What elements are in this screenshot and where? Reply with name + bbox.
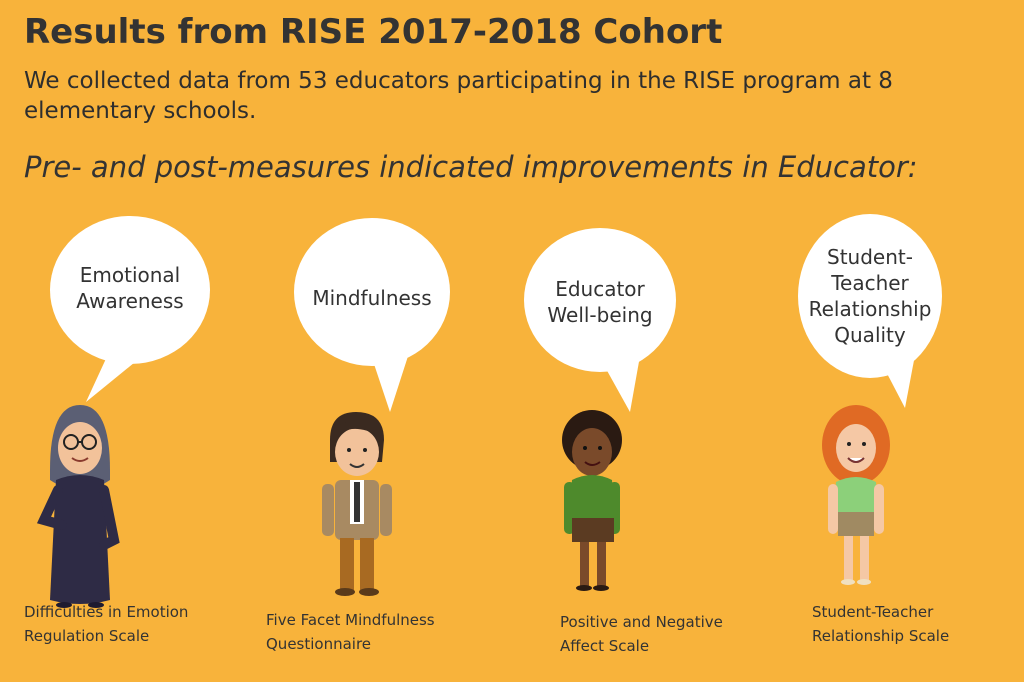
page-title: Results from RISE 2017-2018 Cohort bbox=[24, 12, 723, 52]
bubble-text-1: Emotional Awareness bbox=[50, 240, 210, 336]
speech-bubble-4 bbox=[798, 214, 942, 408]
caption-line: Positive and Negative bbox=[560, 613, 723, 631]
woman-green-sweater-icon bbox=[562, 410, 622, 591]
bubble-line: Teacher bbox=[831, 271, 909, 295]
scale-caption-2: Five Facet Mindfulness Questionnaire bbox=[266, 608, 435, 656]
woman-red-hair-icon bbox=[822, 405, 890, 585]
caption-line: Student-Teacher bbox=[812, 603, 934, 621]
caption-line: Regulation Scale bbox=[24, 627, 150, 645]
bubble-line: Mindfulness bbox=[312, 286, 432, 310]
bubble-line: Student- bbox=[827, 245, 913, 269]
man-in-suit-icon bbox=[322, 412, 392, 596]
bubble-text-3: Educator Well-being bbox=[524, 254, 676, 350]
bubble-text-4: Student- Teacher Relationship Quality bbox=[798, 228, 942, 364]
caption-line: Relationship Scale bbox=[812, 627, 950, 645]
bubble-line: Awareness bbox=[76, 289, 184, 313]
bubble-line: Emotional bbox=[79, 263, 181, 287]
subtitle: Pre- and post-measures indicated improve… bbox=[24, 150, 918, 184]
caption-line: Affect Scale bbox=[560, 637, 650, 655]
bubble-line: Relationship bbox=[808, 297, 932, 321]
bubble-text-2: Mindfulness bbox=[294, 272, 450, 324]
bubble-line: Educator bbox=[555, 277, 645, 301]
woman-in-hijab-icon bbox=[36, 405, 120, 608]
speech-bubble-2 bbox=[294, 218, 450, 412]
scale-caption-4: Student-Teacher Relationship Scale bbox=[812, 600, 949, 648]
caption-line: Five Facet Mindfulness bbox=[266, 611, 435, 629]
caption-line: Difficulties in Emotion bbox=[24, 603, 189, 621]
caption-line: Questionnaire bbox=[266, 635, 372, 653]
scale-caption-3: Positive and Negative Affect Scale bbox=[560, 610, 723, 658]
bubble-line: Well-being bbox=[547, 303, 653, 327]
intro-text: We collected data from 53 educators part… bbox=[24, 68, 893, 124]
bubble-line: Quality bbox=[834, 323, 906, 347]
speech-bubble-1 bbox=[50, 216, 210, 402]
scale-caption-1: Difficulties in Emotion Regulation Scale bbox=[24, 600, 188, 648]
speech-bubble-3 bbox=[524, 228, 676, 412]
